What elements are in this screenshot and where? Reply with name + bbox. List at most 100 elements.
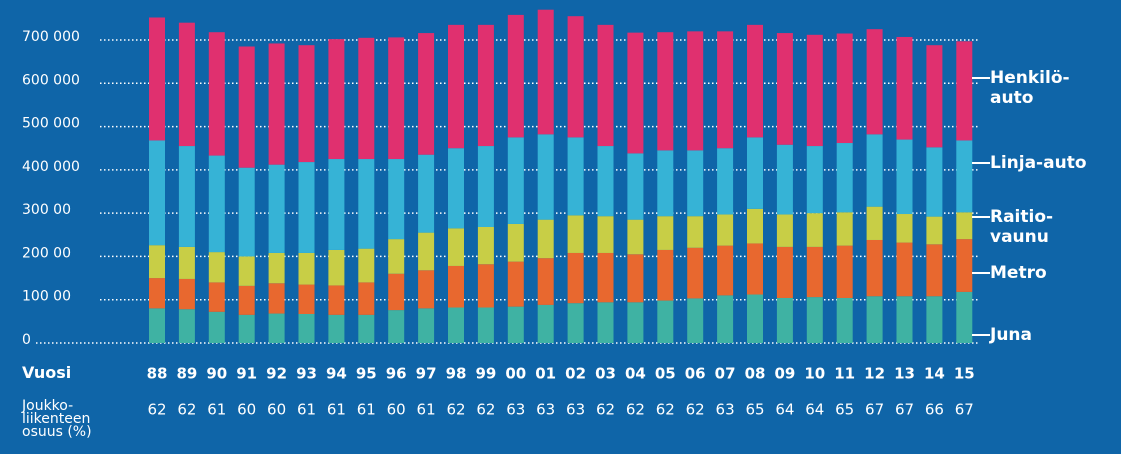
bar-segment	[866, 206, 883, 240]
x-tick-label: 96	[386, 365, 407, 383]
x-tick-label: 94	[326, 365, 347, 383]
bar-segment	[178, 246, 195, 279]
bar-segment	[806, 146, 823, 214]
x-tick-label: 08	[745, 365, 766, 383]
bar-segment	[238, 46, 255, 168]
bar-segment	[477, 24, 494, 147]
bar-segment	[448, 228, 464, 266]
bar-segment	[507, 223, 524, 262]
bar-segment	[537, 304, 554, 343]
share-value: 64	[775, 401, 794, 419]
share-value: 62	[596, 401, 615, 419]
bar-segment	[567, 16, 584, 138]
bar-segment	[776, 144, 793, 215]
bar-segment	[747, 294, 763, 343]
bar-segment	[358, 282, 375, 315]
share-value: 64	[805, 401, 824, 419]
bar-segment	[687, 298, 704, 343]
bar-segment	[537, 219, 554, 259]
bar-segment	[806, 297, 823, 343]
bar-segment	[388, 310, 405, 343]
bar-segment	[657, 300, 674, 343]
share-value: 62	[656, 401, 675, 419]
bar-segment	[448, 24, 464, 149]
bar-segment	[208, 252, 225, 283]
bar-segment	[627, 254, 644, 303]
bar-segment	[956, 212, 973, 240]
bar-segment	[328, 249, 345, 286]
bar-segment	[627, 302, 644, 343]
bar-segment	[537, 9, 554, 135]
bar-segment	[866, 29, 883, 135]
bar-segment	[448, 265, 464, 308]
x-tick-label: 15	[954, 365, 975, 383]
legend-label: Metro	[990, 263, 1047, 283]
bar-segment	[388, 273, 405, 311]
bar-segment	[836, 245, 853, 298]
x-tick-label: 11	[834, 365, 855, 383]
share-value: 67	[865, 401, 884, 419]
x-tick-label: 02	[565, 365, 586, 383]
bar-segment	[687, 247, 704, 299]
bar-segment	[298, 252, 315, 285]
bar-segment	[926, 216, 943, 245]
bar-segment	[597, 252, 614, 303]
bar-segment	[358, 314, 375, 343]
bar-segment	[956, 140, 973, 213]
bar-segment	[687, 31, 704, 151]
bar-segment	[149, 245, 165, 279]
bar-segment	[687, 150, 704, 217]
bar-segment	[597, 24, 614, 147]
bar-segment	[776, 214, 793, 247]
bar-segment	[298, 313, 315, 343]
bar-segment	[567, 215, 584, 253]
share-value: 65	[745, 401, 764, 419]
y-tick-label: 300 00	[22, 202, 71, 218]
y-tick-label: 400 000	[22, 159, 80, 175]
bar-segment	[448, 307, 464, 343]
bar-segment	[358, 159, 375, 249]
y-tick-label: 200 00	[22, 245, 71, 261]
share-value: 61	[207, 401, 226, 419]
bar-segment	[836, 143, 853, 213]
x-axis-label: Vuosi	[22, 363, 72, 382]
share-value: 61	[357, 401, 376, 419]
bar-segment	[358, 248, 375, 283]
bar-segment	[926, 244, 943, 297]
bar-segment	[388, 37, 405, 160]
share-value: 60	[267, 401, 286, 419]
x-tick-label: 01	[535, 365, 556, 383]
x-tick-label: 10	[804, 365, 825, 383]
bar-segment	[747, 243, 763, 295]
share-value: 61	[297, 401, 316, 419]
bar-segment	[866, 239, 883, 297]
bar-segment	[149, 278, 165, 309]
legend-label: Linja-auto	[990, 153, 1087, 173]
bar-segment	[657, 216, 674, 250]
bar-segment	[776, 246, 793, 298]
bar-segment	[926, 45, 943, 148]
bar-segment	[926, 296, 943, 343]
bar-segment	[178, 278, 195, 310]
bar-segment	[178, 146, 195, 247]
bar-segment	[657, 249, 674, 301]
x-tick-label: 90	[206, 365, 227, 383]
x-tick-label: 06	[685, 365, 706, 383]
bar-segment	[418, 33, 435, 155]
x-tick-label: 04	[625, 365, 646, 383]
x-tick-label: 98	[446, 365, 467, 383]
bar-segment	[268, 252, 285, 284]
bar-segment	[836, 33, 853, 144]
bar-segment	[328, 159, 345, 250]
x-tick-label: 97	[416, 365, 437, 383]
bar-segment	[627, 153, 644, 220]
bar-segment	[507, 261, 524, 307]
bar-segment	[178, 309, 195, 343]
share-value: 63	[716, 401, 735, 419]
bar-segment	[747, 137, 763, 209]
bar-segment	[477, 307, 494, 343]
bar-segment	[956, 239, 973, 292]
bar-segment	[149, 140, 165, 246]
x-tick-label: 13	[894, 365, 915, 383]
bar-segment	[388, 239, 405, 274]
